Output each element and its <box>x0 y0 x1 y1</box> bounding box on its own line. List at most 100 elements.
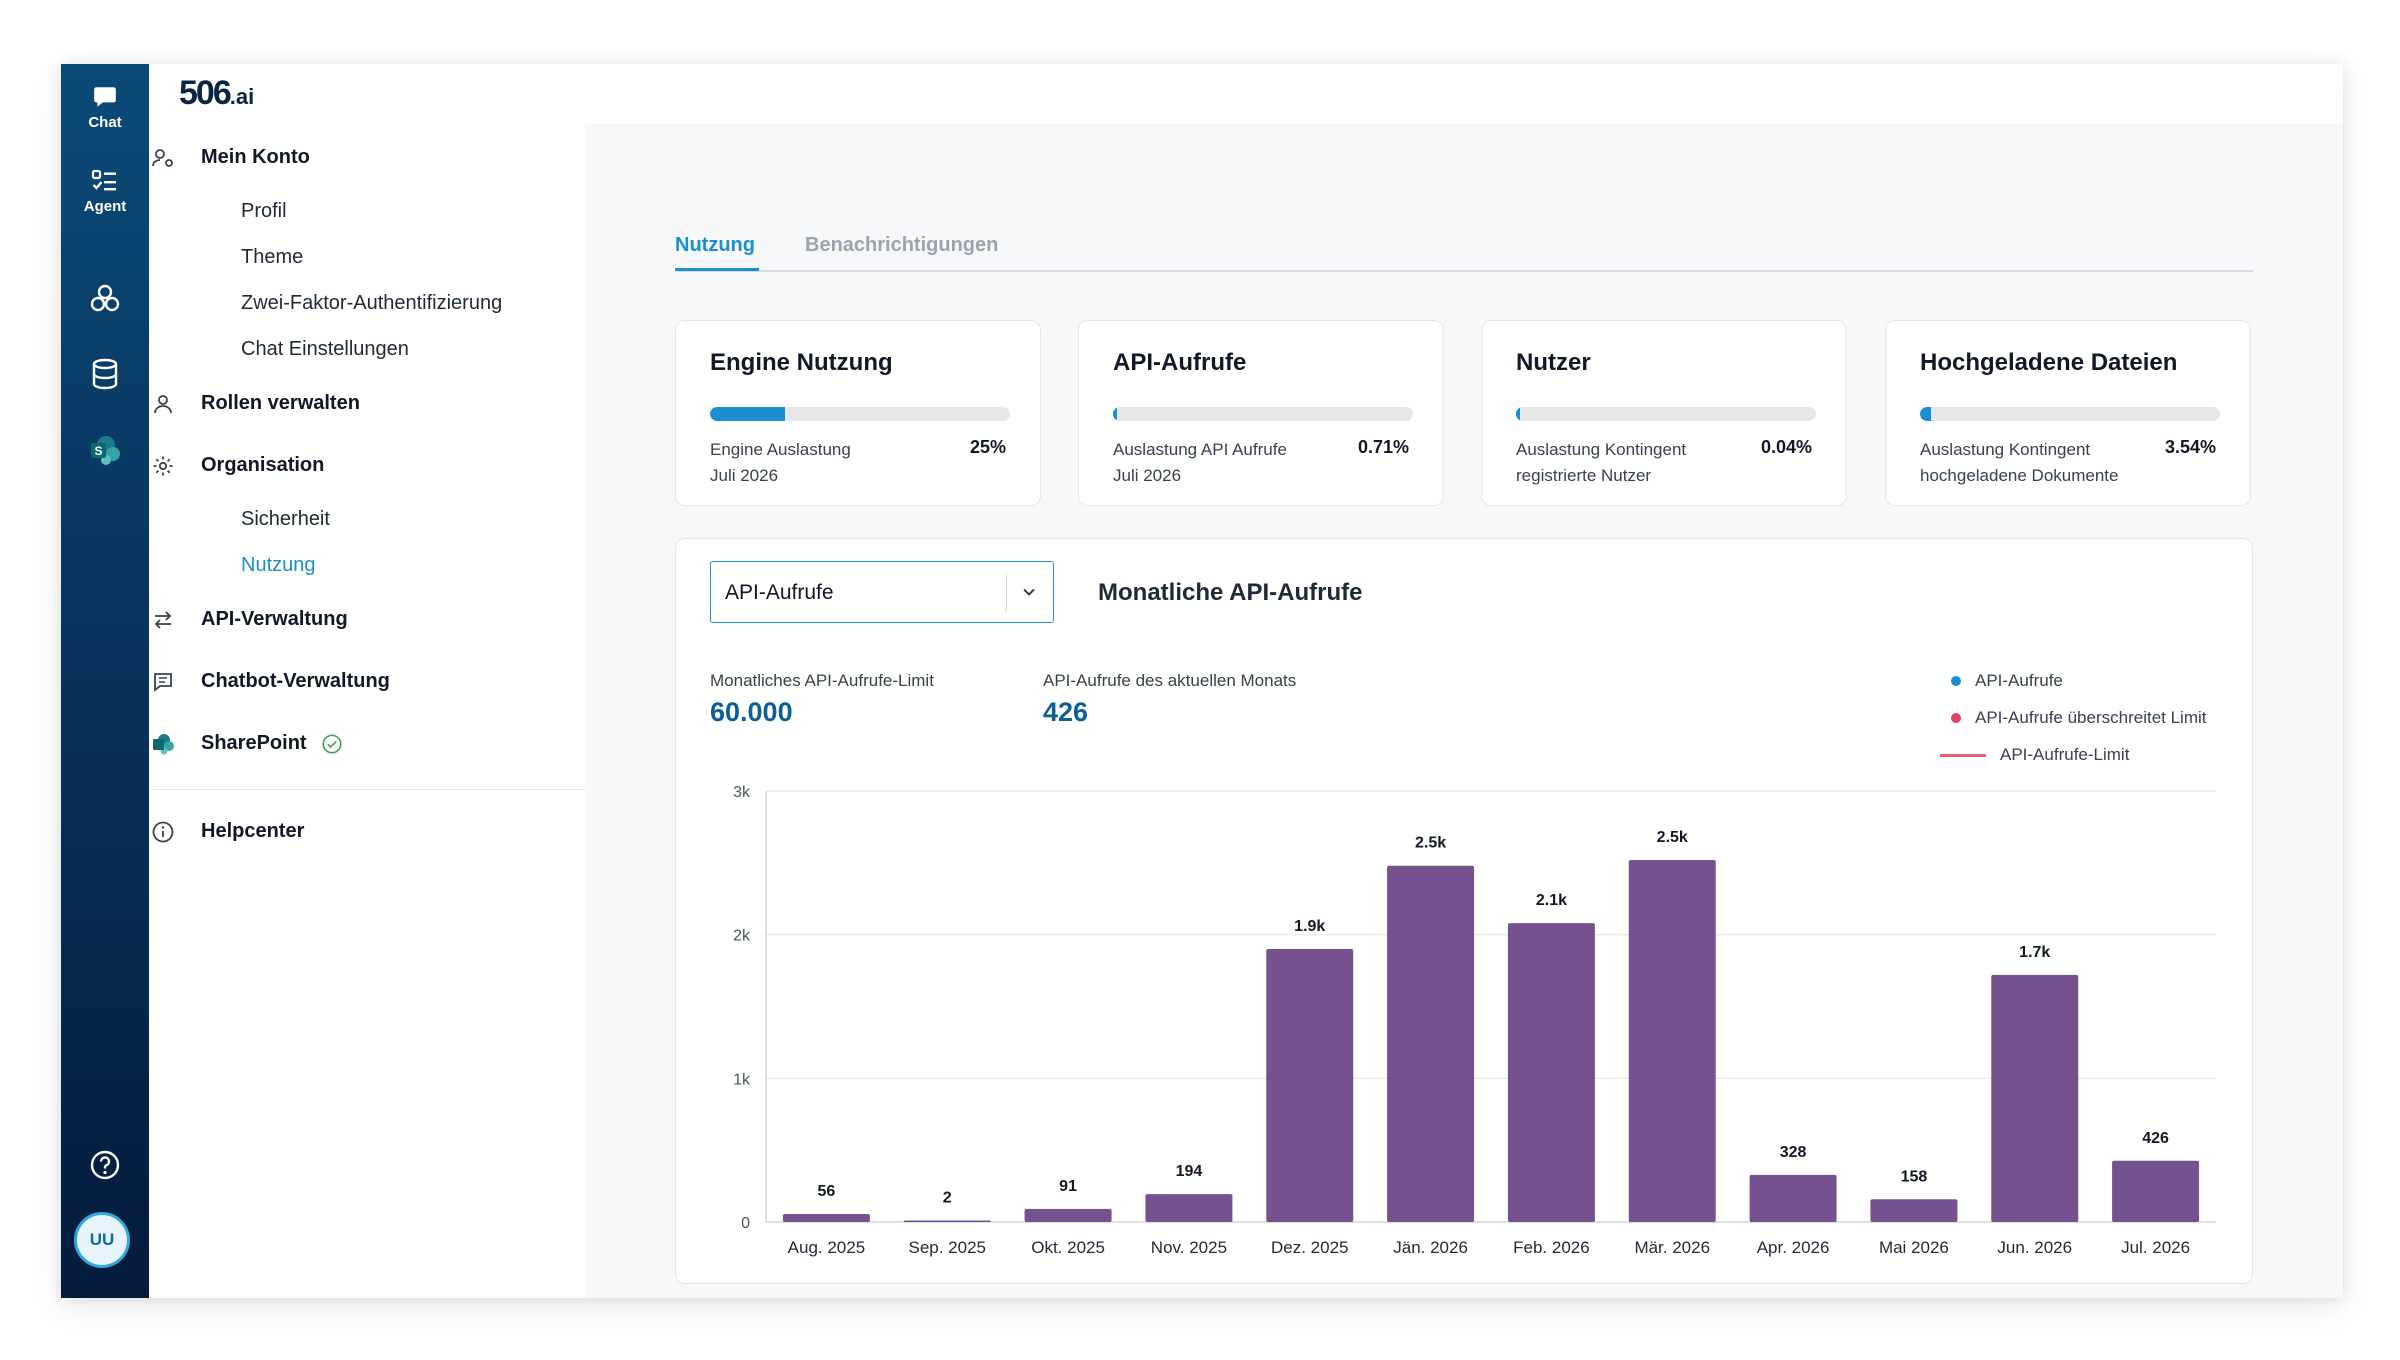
settings-sidebar: 506.ai Mein Konto Profil Theme Zwei-Fakt… <box>149 64 585 1298</box>
tab-nutzung[interactable]: Nutzung <box>675 234 755 256</box>
bar <box>1870 1199 1958 1222</box>
bar-value-label: 328 <box>1780 1144 1807 1161</box>
x-tick-label: Feb. 2026 <box>1513 1238 1590 1257</box>
bar <box>1145 1194 1233 1222</box>
nav-chatbot-label: Chatbot-Verwaltung <box>201 670 390 692</box>
bar <box>903 1220 991 1222</box>
check-circle-icon <box>322 733 342 754</box>
rail-sharepoint-button[interactable]: S <box>61 434 149 466</box>
info-icon <box>152 821 174 843</box>
bar-chart: 0 1k 2k 3k 56 Aug. 2025 2 Sep. 2025 91 Okt. 2025 1… <box>733 784 2216 1257</box>
logo-main: 506 <box>179 74 232 112</box>
bar-value-label: 426 <box>2142 1130 2169 1147</box>
x-tick-label: Apr. 2026 <box>1757 1238 1830 1257</box>
nav-api-label: API-Verwaltung <box>201 608 348 630</box>
bar-value-label: 158 <box>1901 1168 1928 1185</box>
legend-dot-blue <box>1951 676 1961 686</box>
rail-chat-button[interactable]: Chat <box>61 84 149 131</box>
sharepoint-icon <box>153 734 174 755</box>
bar <box>2112 1160 2200 1222</box>
nav-rollen-verwalten[interactable]: Rollen verwalten <box>154 392 360 415</box>
card-label-line2: hochgeladene Dokumente <box>1920 466 2119 485</box>
bar <box>1266 949 1354 1222</box>
user-avatar[interactable]: UU <box>74 1212 130 1268</box>
usage-percentage: 0.71% <box>1357 437 1409 457</box>
nav-theme[interactable]: Theme <box>241 246 304 268</box>
bar <box>1507 923 1595 1222</box>
nav-helpcenter[interactable]: Helpcenter <box>152 820 304 843</box>
user-icon <box>154 395 172 414</box>
bar-value-label: 2 <box>943 1190 952 1207</box>
rail-workflow-button[interactable] <box>61 282 149 314</box>
select-separator <box>1006 575 1007 611</box>
tab-bar: Nutzung Benachrichtigungen <box>675 124 2253 272</box>
usage-card-nutzer: Nutzer Auslastung Kontingent registrierte… <box>1481 320 1847 506</box>
rail-help-button[interactable] <box>61 1149 149 1181</box>
message-square-icon <box>154 673 172 692</box>
nav-chatbot-verwaltung[interactable]: Chatbot-Verwaltung <box>154 670 390 693</box>
current-month-value: 426 <box>1043 697 1089 727</box>
x-tick-label: Sep. 2025 <box>908 1238 986 1257</box>
bar <box>1628 859 1716 1222</box>
usage-card-engine: Engine Nutzung Engine Auslastung Juli 202… <box>675 320 1041 506</box>
bar <box>1387 865 1475 1222</box>
bar <box>1991 974 2079 1222</box>
api-chart-card: API-Aufrufe Monatliche API-Aufrufe Monat… <box>675 538 2253 1284</box>
card-label-line2: Juli 2026 <box>1113 466 1182 485</box>
card-title: API-Aufrufe <box>1113 349 1247 376</box>
bar-value-label: 2.1k <box>1536 892 1567 909</box>
main-content: Nutzung Benachrichtigungen Engine Nutzun… <box>585 124 2343 1298</box>
nav-chat-einstellungen[interactable]: Chat Einstellungen <box>241 338 409 360</box>
metric-select[interactable]: API-Aufrufe <box>710 561 1054 623</box>
card-label-line2: Juli 2026 <box>710 466 779 485</box>
legend-label: API-Aufrufe <box>1975 671 2063 690</box>
logo-suffix: .ai <box>229 84 255 109</box>
x-tick-label: Nov. 2025 <box>1151 1238 1227 1257</box>
usage-progress-track <box>710 407 1010 421</box>
nav-api-verwaltung[interactable]: API-Verwaltung <box>154 608 348 631</box>
nav-organisation-label: Organisation <box>201 454 325 476</box>
usage-percentage: 0.04% <box>1760 437 1812 457</box>
nav-organisation[interactable]: Organisation <box>153 454 325 477</box>
usage-progress-fill <box>1113 407 1117 421</box>
y-tick-label: 1k <box>733 1071 751 1088</box>
tab-benachrichtigungen[interactable]: Benachrichtigungen <box>805 234 999 256</box>
nav-sharepoint[interactable]: SharePoint <box>153 732 343 755</box>
x-tick-label: Mai 2026 <box>1879 1238 1949 1257</box>
card-label-line1: Auslastung Kontingent <box>1920 440 2091 459</box>
nav-zwei-faktor[interactable]: Zwei-Faktor-Authentifizierung <box>241 292 503 314</box>
rail-agent-button[interactable]: Agent <box>61 168 149 215</box>
card-title: Hochgeladene Dateien <box>1920 349 2178 376</box>
limit-value: 60.000 <box>710 697 793 727</box>
card-title: Engine Nutzung <box>710 349 893 376</box>
sidebar-divider <box>149 789 585 790</box>
card-description: Auslastung API Aufrufe Juli 2026 <box>1113 437 1343 489</box>
sharepoint-icon: S <box>91 436 120 465</box>
nav-nutzung[interactable]: Nutzung <box>241 554 316 576</box>
bar <box>1024 1208 1112 1222</box>
x-tick-label: Mär. 2026 <box>1634 1238 1710 1257</box>
bar-value-label: 56 <box>818 1183 836 1200</box>
app-logo[interactable]: 506.ai <box>179 74 254 113</box>
card-label-line1: Engine Auslastung <box>710 440 851 459</box>
bar-value-label: 2.5k <box>1415 835 1446 852</box>
active-tab-indicator <box>675 268 759 271</box>
metric-select-value: API-Aufrufe <box>725 581 834 604</box>
card-description: Auslastung Kontingent hochgeladene Dokume… <box>1920 437 2150 489</box>
help-circle-icon <box>90 1150 120 1180</box>
nav-rollen-label: Rollen verwalten <box>201 392 360 414</box>
nav-mein-konto[interactable]: Mein Konto <box>152 146 310 169</box>
nav-profil[interactable]: Profil <box>241 200 287 222</box>
chart-title: Monatliche API-Aufrufe <box>1098 579 1363 606</box>
nav-sharepoint-label: SharePoint <box>201 732 307 754</box>
x-tick-label: Jun. 2026 <box>1997 1238 2072 1257</box>
nav-sicherheit[interactable]: Sicherheit <box>241 508 330 530</box>
x-tick-label: Jul. 2026 <box>2121 1238 2190 1257</box>
rail-chat-label: Chat <box>88 114 122 131</box>
y-tick-label: 2k <box>733 928 751 945</box>
bar-value-label: 1.9k <box>1294 918 1325 935</box>
rail-database-button[interactable] <box>61 358 149 390</box>
gear-icon <box>153 456 173 476</box>
usage-percentage: 3.54% <box>2164 437 2216 457</box>
arrows-swap-icon <box>154 611 172 629</box>
